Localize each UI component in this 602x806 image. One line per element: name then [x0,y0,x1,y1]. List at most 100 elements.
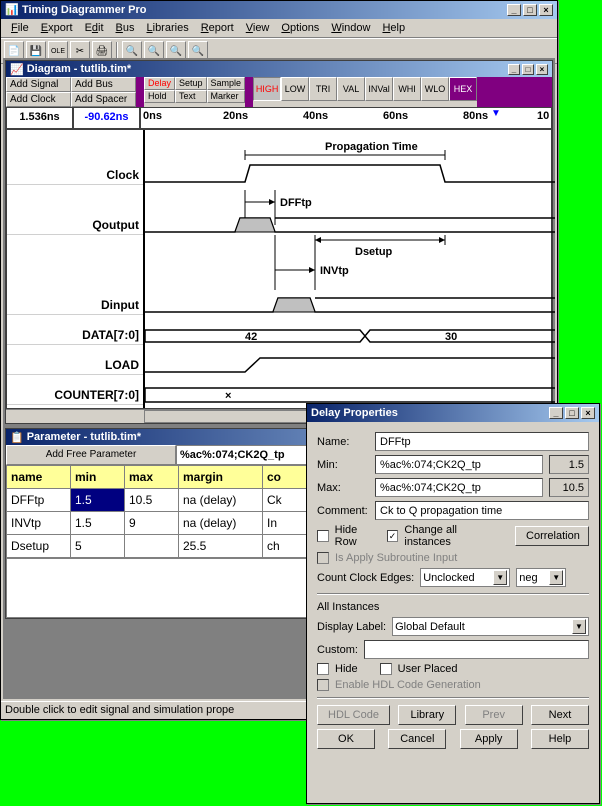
displaylabel-select[interactable]: Global Default▼ [392,617,589,636]
dialog-body: Name: Min: Max: Comment: Hide Row ✓ Chan… [307,422,599,759]
mode-low[interactable]: LOW [281,77,309,101]
maximize-button[interactable]: □ [523,4,537,16]
setup-button[interactable]: Setup [175,77,207,90]
dialog-max[interactable]: □ [565,407,579,419]
comment-input[interactable] [375,501,589,520]
diagram-buttons: Add Signal Add Bus Add Clock Add Spacer … [6,77,552,107]
name-input[interactable] [375,432,589,451]
dialog-close[interactable]: × [581,407,595,419]
diagram-min[interactable]: _ [508,64,520,75]
signal-dinput[interactable]: Dinput [7,235,143,315]
max-input[interactable] [375,478,543,497]
hold-button[interactable]: Hold [144,90,175,103]
signal-names: Clock Qoutput Dinput DATA[7:0] LOAD COUN… [7,130,145,408]
min-input[interactable] [375,455,543,474]
max-label: Max: [317,482,369,494]
name-label: Name: [317,436,369,448]
waveform-area: Clock Qoutput Dinput DATA[7:0] LOAD COUN… [6,129,552,409]
signal-data[interactable]: DATA[7:0] [7,315,143,345]
diagram-close[interactable]: × [536,64,548,75]
close-button[interactable]: × [539,4,553,16]
add-clock-button[interactable]: Add Clock [6,92,71,107]
svg-text:Dsetup: Dsetup [355,246,393,258]
col-name[interactable]: name [7,466,71,489]
applysub-check [317,552,329,564]
ok-button[interactable]: OK [317,729,375,749]
menu-help[interactable]: Help [376,20,411,36]
ruler-scale[interactable]: 0ns 20ns 40ns 60ns 80ns 10 ▼ [140,107,552,129]
prop-label: Propagation Time [325,141,418,153]
mode-high[interactable]: HIGH [253,77,281,101]
mode-hex[interactable]: HEX [449,77,477,101]
custom-input[interactable] [364,640,589,659]
changeall-check[interactable]: ✓ [387,530,399,542]
signal-load[interactable]: LOAD [7,345,143,375]
signal-qoutput[interactable]: Qoutput [7,185,143,235]
library-button[interactable]: Library [398,705,456,725]
menu-export[interactable]: Export [35,20,79,36]
delay-button[interactable]: Delay [144,77,175,90]
min-label: Min: [317,459,369,471]
mode-wlo[interactable]: WLO [421,77,449,101]
mode-tri[interactable]: TRI [309,77,337,101]
menu-view[interactable]: View [240,20,276,36]
hide-check[interactable] [317,663,329,675]
add-signal-button[interactable]: Add Signal [6,77,71,92]
minimize-button[interactable]: _ [507,4,521,16]
menu-file[interactable]: File [5,20,35,36]
edge-select[interactable]: neg▼ [516,568,566,587]
hiderow-check[interactable] [317,530,329,542]
add-spacer-button[interactable]: Add Spacer [71,92,136,107]
purple-sep-3 [477,77,552,107]
col-min[interactable]: min [71,466,125,489]
diagram-max[interactable]: □ [522,64,534,75]
add-bus-button[interactable]: Add Bus [71,77,136,92]
text-button[interactable]: Text [175,90,207,103]
svg-text:42: 42 [245,331,257,343]
wave-canvas[interactable]: Propagation Time DFFtp [145,130,551,408]
col-margin[interactable]: margin [179,466,263,489]
mode-inval[interactable]: INVal [365,77,393,101]
help-button[interactable]: Help [531,729,589,749]
diagram-panel: 📈 Diagram - tutlib.tim* _ □ × Add Signal… [5,60,553,424]
mode-val[interactable]: VAL [337,77,365,101]
svg-text:30: 30 [445,331,457,343]
purple-sep-2 [245,77,253,107]
hdlcode-button[interactable]: HDL Code [317,705,390,725]
svg-text:DFFtp: DFFtp [280,197,312,209]
clock-select[interactable]: Unclocked▼ [420,568,510,587]
comment-label: Comment: [317,505,369,517]
col-max[interactable]: max [125,466,179,489]
allinst-label: All Instances [317,601,589,613]
userplaced-check[interactable] [380,663,392,675]
menu-libraries[interactable]: Libraries [141,20,195,36]
dialog-min[interactable]: _ [549,407,563,419]
menu-window[interactable]: Window [325,20,376,36]
dialog-titlebar: Delay Properties _ □ × [307,404,599,422]
menubar: File Export Edit Bus Libraries Report Vi… [1,19,557,38]
sample-button[interactable]: Sample [207,77,246,90]
cancel-button[interactable]: Cancel [388,729,446,749]
app-icon: 📊 [5,3,19,17]
add-free-param-button[interactable]: Add Free Parameter [6,445,176,465]
menu-report[interactable]: Report [195,20,240,36]
menu-edit[interactable]: Edit [79,20,110,36]
signal-counter[interactable]: COUNTER[7:0] [7,375,143,405]
time-2: -90.62ns [73,107,140,129]
diagram-title: 📈 Diagram - tutlib.tim* _ □ × [6,61,552,77]
menu-options[interactable]: Options [275,20,325,36]
max-num [549,478,589,497]
apply-button[interactable]: Apply [460,729,518,749]
marker-button[interactable]: Marker [207,90,246,103]
time-1: 1.536ns [6,107,73,129]
signal-clock[interactable]: Clock [7,130,143,185]
mode-whi[interactable]: WHI [393,77,421,101]
min-num [549,455,589,474]
next-button[interactable]: Next [531,705,589,725]
prev-button[interactable]: Prev [465,705,523,725]
menu-bus[interactable]: Bus [110,20,141,36]
svg-text:INVtp: INVtp [320,265,349,277]
purple-sep-1 [136,77,144,107]
correlation-button[interactable]: Correlation [515,526,589,546]
app-title: Timing Diagrammer Pro [22,4,505,16]
